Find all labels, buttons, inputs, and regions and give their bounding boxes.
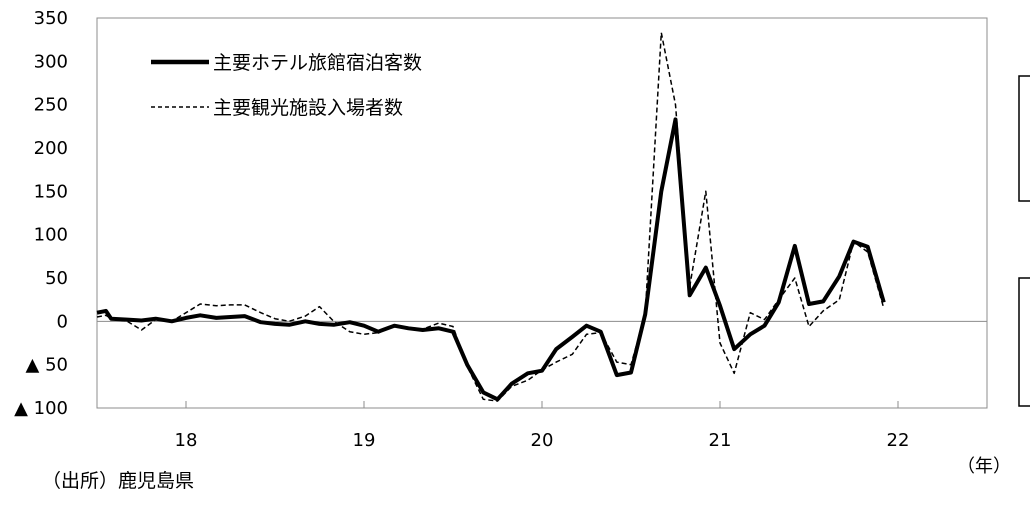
y-tick-label: 100 bbox=[34, 225, 68, 246]
plot-frame bbox=[96, 17, 988, 409]
y-tick-label: 350 bbox=[34, 8, 68, 29]
x-axis-ticks bbox=[185, 401, 899, 408]
x-tick-label: 18 bbox=[175, 430, 198, 451]
series-line-facility-visitors bbox=[96, 31, 885, 402]
x-axis-labels: 18 19 20 21 22 bbox=[175, 430, 910, 451]
legend: 主要ホテル旅館宿泊客数 主要観光施設入場者数 bbox=[151, 52, 422, 119]
y-tick-label: ▲ 100 bbox=[14, 398, 68, 419]
x-tick-label: 19 bbox=[353, 430, 376, 451]
y-tick-label: ▲ 50 bbox=[26, 355, 68, 376]
series-line-hotel-guests bbox=[96, 117, 886, 402]
x-tick-label: 20 bbox=[531, 430, 554, 451]
source-note: （出所）鹿児島県 bbox=[42, 470, 195, 492]
y-tick-label: 50 bbox=[45, 268, 68, 289]
x-tick-label: 22 bbox=[887, 430, 910, 451]
y-tick-label: 150 bbox=[34, 181, 68, 202]
y-tick-label: 200 bbox=[34, 138, 68, 159]
legend-label-hotel: 主要ホテル旅館宿泊客数 bbox=[213, 52, 422, 74]
y-tick-label: 300 bbox=[34, 51, 68, 72]
x-tick-label: 21 bbox=[709, 430, 732, 451]
y-tick-label: 250 bbox=[34, 95, 68, 116]
y-tick-label: 0 bbox=[57, 311, 68, 332]
legend-label-facility: 主要観光施設入場者数 bbox=[213, 97, 403, 119]
x-axis-unit: （年） bbox=[957, 456, 1011, 477]
side-box-top bbox=[1018, 75, 1030, 202]
side-box-bottom bbox=[1018, 277, 1030, 407]
y-axis-labels: 350 300 250 200 150 100 50 0 ▲ 50 ▲ 100 bbox=[14, 8, 68, 419]
series-layer bbox=[96, 31, 886, 402]
